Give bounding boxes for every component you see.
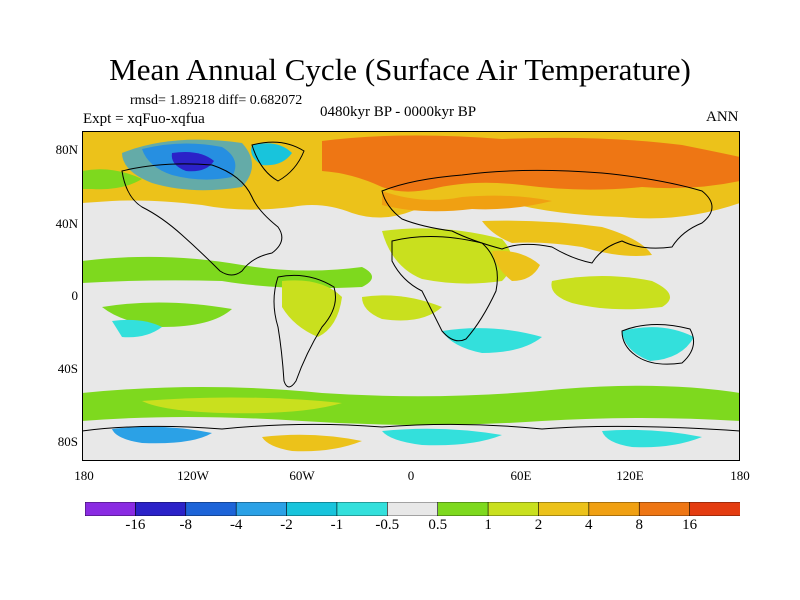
lon-label: 0 <box>407 468 415 483</box>
coast-australia <box>621 323 695 365</box>
antarctic-cool-1 <box>112 426 212 444</box>
lat-label: 80N <box>55 142 78 157</box>
colorbar-swatch <box>387 502 439 516</box>
lon-label: 60E <box>510 468 532 483</box>
colorbar-swatch <box>638 502 691 516</box>
australia-cool <box>622 327 694 361</box>
lon-label: 120E <box>616 468 644 483</box>
colorbar <box>85 502 740 516</box>
lat-label: 80S <box>57 434 78 449</box>
east-asia-warm <box>482 220 652 256</box>
coast-greenland <box>251 141 305 182</box>
antarctic-warm <box>262 434 362 452</box>
antarctic-cool-3 <box>602 429 702 448</box>
colorbar-swatch <box>286 502 338 516</box>
lon-label: 180 <box>730 468 750 483</box>
south-america-green <box>282 280 342 337</box>
colorbar-label: 4 <box>585 517 593 533</box>
lat-label: 40N <box>55 216 78 231</box>
tropical-green-band <box>82 256 372 289</box>
south-atlantic-green <box>362 295 442 321</box>
temperature-anomaly-map <box>82 131 740 461</box>
colorbar-label: -4 <box>229 517 243 533</box>
colorbar-swatch <box>85 502 136 516</box>
pacific-cool-patch <box>112 319 162 338</box>
colorbar-swatch <box>689 502 740 516</box>
colorbar-swatch <box>437 502 489 516</box>
indian-ocean-cool <box>442 328 542 353</box>
coast-europe-asia <box>381 169 713 264</box>
colorbar-swatch <box>135 502 187 516</box>
arabia-warm <box>492 250 540 281</box>
lon-label: 60W <box>289 468 315 483</box>
colorbar-label: -8 <box>179 517 193 533</box>
colorbar-label: -0.5 <box>375 517 400 533</box>
colorbar-swatch <box>588 502 640 516</box>
period-label: 0480kyr BP - 0000kyr BP <box>320 104 477 120</box>
na-cold-core-2 <box>171 152 214 172</box>
coast-africa <box>391 236 498 342</box>
colorbar-swatch <box>235 502 288 516</box>
coast-north-america <box>121 163 283 276</box>
rmsd-diff-stats: rmsd= 1.89218 diff= 0.682072 <box>130 93 303 108</box>
colorbar-label: -2 <box>280 517 293 533</box>
chart-title: Mean Annual Cycle (Surface Air Temperatu… <box>109 52 691 87</box>
coast-south-america <box>273 274 336 388</box>
siberia-hot <box>382 191 552 212</box>
southern-ocean-yellow <box>142 397 342 414</box>
colorbar-swatch <box>538 502 590 516</box>
coastlines <box>82 141 740 432</box>
season-label: ANN <box>706 109 739 125</box>
lon-label: 120W <box>177 468 209 483</box>
greenland-cold <box>251 143 292 166</box>
lat-label: 40S <box>57 361 78 376</box>
map-frame <box>82 131 740 461</box>
coast-antarctica <box>82 423 740 432</box>
experiment-label: Expt = xqFuo-xqfua <box>83 111 205 127</box>
indian-ocean-green <box>551 276 670 310</box>
colorbar-label: -1 <box>330 517 344 533</box>
colorbar-swatch <box>185 502 237 516</box>
southern-ocean-green <box>82 385 740 425</box>
pacific-north-green <box>82 169 142 190</box>
colorbar-label: 8 <box>635 517 643 533</box>
lon-label: 180 <box>74 468 94 483</box>
antarctic-cool-2 <box>382 428 502 446</box>
lat-label: 0 <box>71 288 79 303</box>
colorbar-label: 1 <box>484 517 492 533</box>
colorbar-swatch <box>487 502 540 516</box>
colorbar-label: 16 <box>682 517 698 533</box>
colorbar-label: 0.5 <box>428 517 448 533</box>
colorbar-swatch <box>336 502 388 516</box>
colorbar-label: -16 <box>125 517 146 533</box>
colorbar-label: 2 <box>534 517 543 533</box>
